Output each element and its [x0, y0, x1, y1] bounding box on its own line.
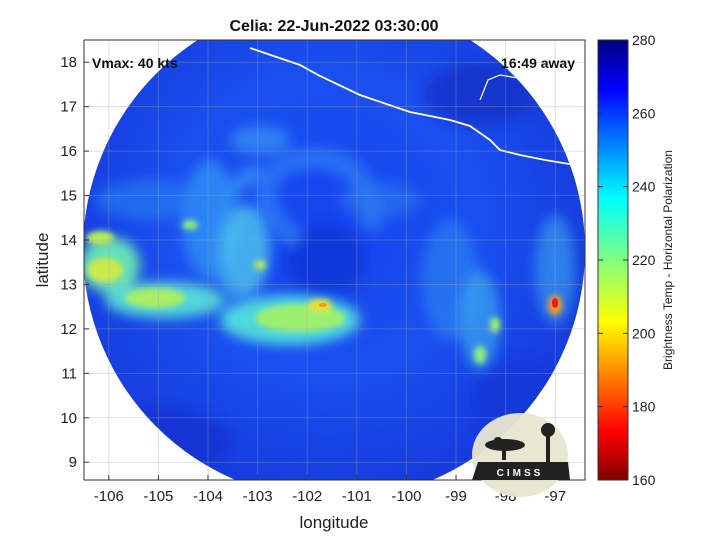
x-tick-labels: -106 -105 -104 -103 -102 -101 -100 -99 -98 -97	[94, 488, 566, 505]
x-tick-label: -100	[391, 488, 421, 505]
colorbar-label: Brightness Temp - Horizontal Polarizatio…	[661, 150, 675, 370]
colorbar-tick-label: 200	[632, 325, 656, 341]
colorbar-tick-label: 240	[632, 179, 656, 195]
colorbar-tick-label: 160	[632, 472, 656, 488]
y-tick-label: 11	[61, 365, 77, 382]
x-tick-label: -105	[143, 488, 173, 505]
y-tick-label: 16	[60, 143, 77, 160]
y-tick-label: 14	[60, 232, 77, 249]
plot-frame	[83, 39, 586, 481]
x-axis-label: longitude	[299, 513, 368, 532]
x-tick-label: -97	[544, 488, 566, 505]
colorbar-ticks: 160 180 200 220 240 260 280	[598, 32, 656, 488]
y-tick-label: 9	[69, 454, 77, 471]
gridlines	[84, 40, 585, 480]
logo-text: CIMSS	[497, 468, 544, 479]
y-tick-label: 18	[60, 54, 77, 71]
vmax-annotation: Vmax: 40 kts	[92, 55, 178, 71]
y-tick-label: 15	[60, 188, 77, 205]
x-tick-label: -102	[292, 488, 322, 505]
y-tick-label: 10	[60, 410, 77, 427]
y-tick-label: 13	[60, 276, 77, 293]
colorbar-tick-label: 220	[632, 252, 656, 268]
x-tick-label: -99	[445, 488, 467, 505]
x-tick-label: -101	[342, 488, 372, 505]
y-tick-label: 17	[60, 99, 77, 116]
colorbar-tick-label: 280	[632, 32, 656, 48]
y-tick-labels: 9 10 11 12 13 14 15 16 17 18	[60, 54, 77, 471]
chart-title: Celia: 22-Jun-2022 03:30:00	[230, 18, 439, 35]
x-tick-label: -104	[193, 488, 223, 505]
x-tick-label: -103	[243, 488, 273, 505]
colorbar-tick-label: 180	[632, 399, 656, 415]
x-tick-label: -106	[94, 488, 124, 505]
time-away-annotation: 16:49 away	[501, 55, 575, 71]
y-axis-label: latitude	[33, 233, 52, 288]
y-tick-label: 12	[60, 321, 77, 338]
cimss-logo: CIMSS	[472, 413, 570, 497]
colorbar-tick-label: 260	[632, 105, 656, 121]
